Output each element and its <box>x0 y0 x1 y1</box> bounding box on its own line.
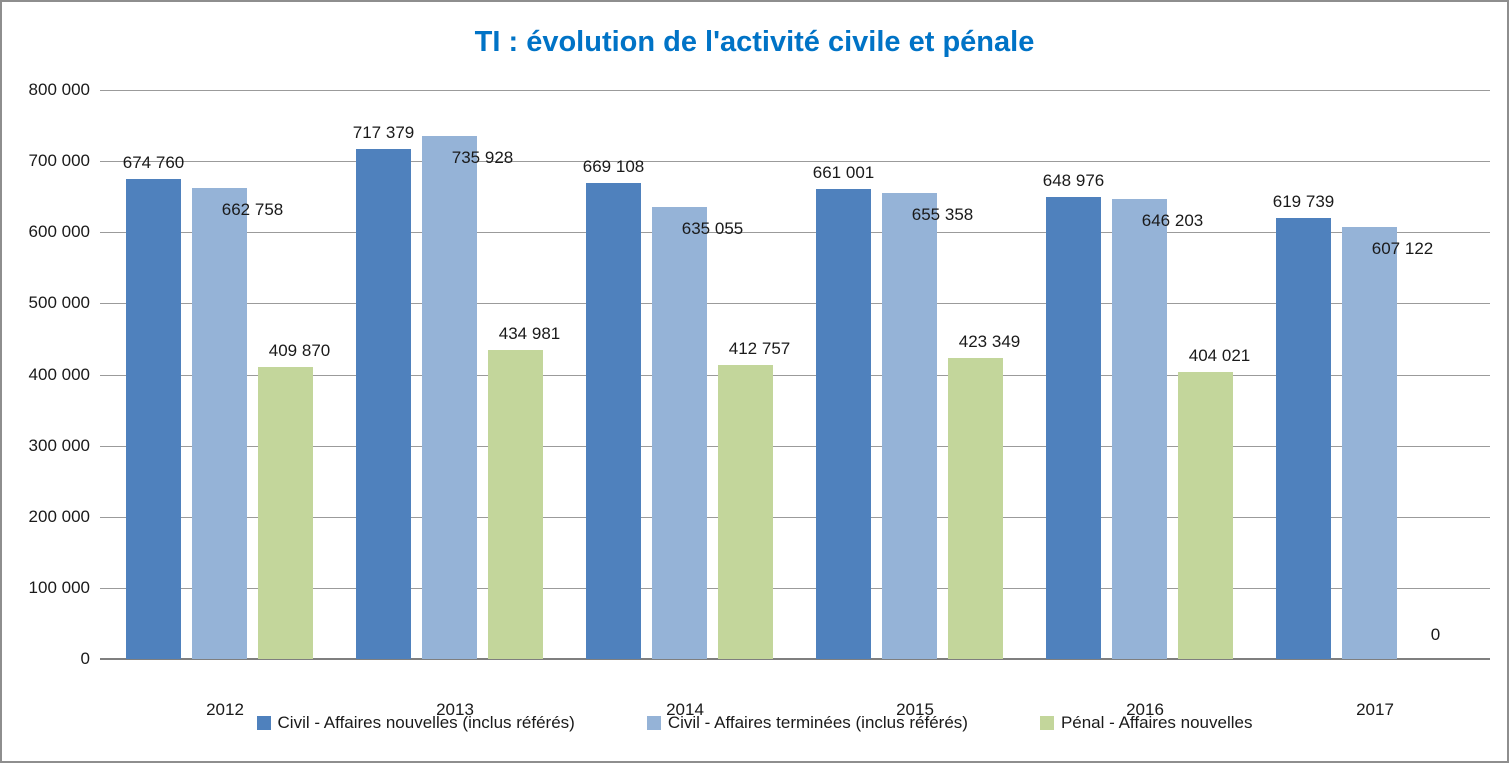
y-tick-label: 100 000 <box>28 577 90 597</box>
y-tick-label: 300 000 <box>28 435 90 455</box>
bar <box>422 135 477 659</box>
legend-swatch-icon <box>256 716 271 730</box>
bar <box>258 367 313 659</box>
y-tick-label: 200 000 <box>28 506 90 526</box>
bar <box>652 207 707 659</box>
data-label: 717 379 <box>352 122 415 142</box>
y-tick-label: 400 000 <box>28 364 90 384</box>
x-category-label: 2015 <box>896 700 934 719</box>
bar <box>816 188 871 659</box>
data-label: 674 760 <box>122 153 185 173</box>
data-label: 434 981 <box>498 323 561 343</box>
data-label: 412 757 <box>728 339 791 359</box>
x-category-label: 2014 <box>666 700 704 719</box>
legend-item: Civil - Affaires nouvelles (inclus référ… <box>256 713 575 733</box>
legend-item: Civil - Affaires terminées (inclus référ… <box>646 713 968 733</box>
x-category-label: 2012 <box>206 700 244 719</box>
bar <box>192 187 247 659</box>
data-label: 409 870 <box>268 341 331 361</box>
legend-swatch-icon <box>646 716 661 730</box>
legend-label: Pénal - Affaires nouvelles <box>1060 713 1253 732</box>
bar <box>586 183 641 659</box>
y-gridline <box>100 445 1490 447</box>
y-tick-label: 600 000 <box>28 222 90 242</box>
bar <box>1342 227 1397 659</box>
data-label: 423 349 <box>958 331 1021 351</box>
y-gridline <box>100 90 1490 91</box>
data-label: 404 021 <box>1188 345 1251 365</box>
data-label: 655 358 <box>911 204 974 224</box>
y-gridline <box>100 232 1490 234</box>
y-tick-label: 0 <box>80 649 90 668</box>
bar <box>948 357 1003 659</box>
bar <box>1178 371 1233 659</box>
data-label: 619 739 <box>1272 192 1335 212</box>
bar <box>126 179 181 659</box>
legend-label: Civil - Affaires terminées (inclus référ… <box>667 713 968 732</box>
bar <box>882 192 937 659</box>
x-category-label: 2016 <box>1126 700 1164 719</box>
y-gridline <box>100 374 1490 376</box>
data-label: 0 <box>1430 625 1441 644</box>
data-label: 735 928 <box>451 147 514 167</box>
data-label: 669 108 <box>582 157 645 177</box>
bar <box>718 365 773 659</box>
bar <box>1276 218 1331 659</box>
y-gridline <box>100 516 1490 518</box>
bar <box>488 349 543 659</box>
data-label: 607 122 <box>1371 239 1434 259</box>
x-category-label: 2013 <box>436 700 474 719</box>
y-gridline <box>100 303 1490 305</box>
data-label: 646 203 <box>1141 211 1204 231</box>
y-tick-label: 700 000 <box>28 151 90 171</box>
bar <box>1112 199 1167 659</box>
y-gridline <box>100 587 1490 589</box>
data-label: 635 055 <box>681 219 744 239</box>
bar <box>1046 197 1101 659</box>
legend-item: Pénal - Affaires nouvelles <box>1039 713 1253 733</box>
legend-label: Civil - Affaires nouvelles (inclus référ… <box>277 713 575 732</box>
y-gridline <box>100 161 1490 163</box>
x-axis-line <box>100 658 1490 660</box>
bar <box>356 148 411 659</box>
data-label: 661 001 <box>812 162 875 182</box>
legend-swatch-icon <box>1039 716 1054 730</box>
y-tick-label: 500 000 <box>28 293 90 313</box>
data-label: 662 758 <box>221 199 284 219</box>
y-tick-label: 800 000 <box>28 80 90 99</box>
chart-title: TI : évolution de l'activité civile et p… <box>474 26 1035 58</box>
x-category-label: 2017 <box>1356 700 1394 719</box>
data-label: 648 976 <box>1042 171 1105 191</box>
legend: Civil - Affaires nouvelles (inclus référ… <box>2 713 1507 733</box>
